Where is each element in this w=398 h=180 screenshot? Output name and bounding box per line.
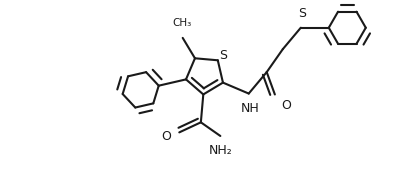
Text: S: S bbox=[298, 7, 306, 20]
Text: NH: NH bbox=[240, 102, 259, 114]
Text: NH₂: NH₂ bbox=[209, 144, 232, 157]
Text: CH₃: CH₃ bbox=[172, 18, 191, 28]
Text: S: S bbox=[219, 49, 227, 62]
Text: O: O bbox=[281, 100, 291, 112]
Text: O: O bbox=[162, 130, 171, 143]
